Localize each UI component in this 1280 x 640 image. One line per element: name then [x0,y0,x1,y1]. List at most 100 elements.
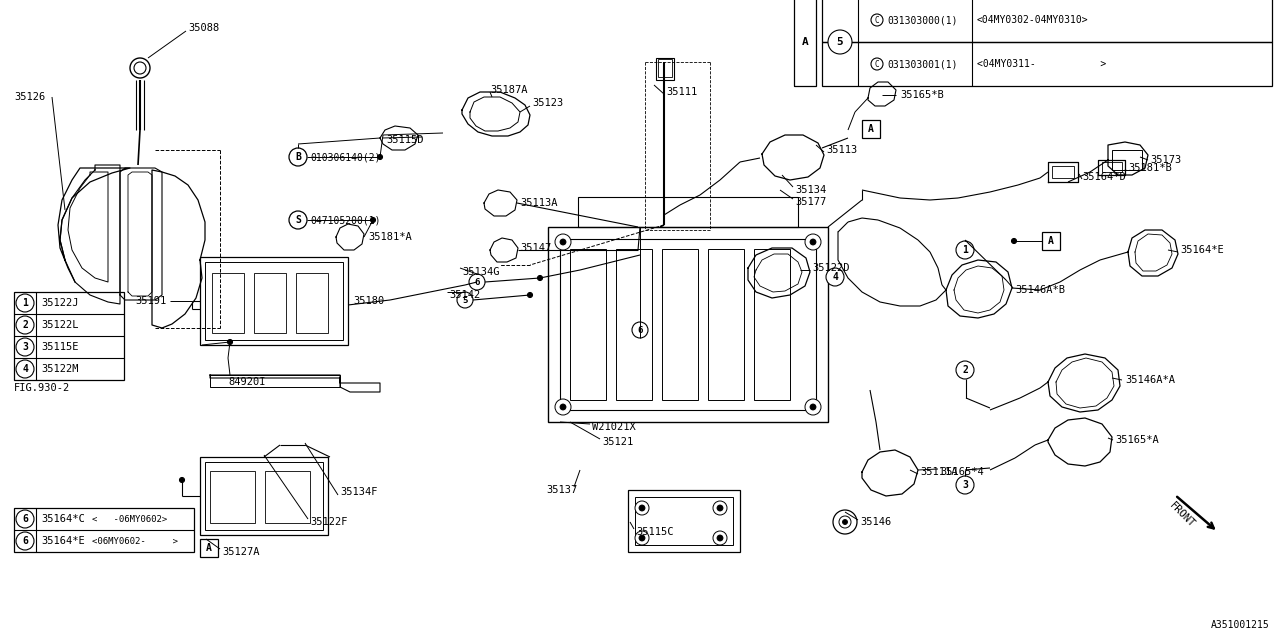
Bar [561,239,817,410]
Circle shape [17,294,35,312]
Circle shape [826,268,844,286]
Text: 35122L: 35122L [41,320,78,330]
Circle shape [561,404,566,410]
Text: 35146A*A: 35146A*A [1125,375,1175,385]
Text: W21021X: W21021X [593,422,636,432]
Bar [628,490,740,552]
Bar [658,59,672,77]
Text: 031303001(1): 031303001(1) [887,59,957,69]
Text: 35134: 35134 [795,185,827,195]
Bar [548,227,828,422]
Circle shape [370,218,375,223]
Circle shape [289,148,307,166]
Bar [1052,166,1074,178]
Bar [210,375,340,387]
Circle shape [134,62,146,74]
Text: 35122F: 35122F [310,517,347,527]
Bar [579,197,797,227]
Text: 35164*D: 35164*D [1082,172,1125,182]
Text: 35113A: 35113A [520,198,558,208]
Text: 047105200(1): 047105200(1) [310,215,380,225]
Circle shape [556,399,571,415]
Text: 35146: 35146 [860,517,891,527]
Bar [1112,150,1142,170]
Circle shape [131,58,150,78]
Bar [200,457,328,535]
Circle shape [842,520,847,525]
Bar [200,257,348,345]
Text: 35181*A: 35181*A [369,232,412,242]
Text: 1: 1 [963,245,968,255]
Circle shape [713,531,727,545]
Circle shape [635,501,649,515]
Text: A: A [1048,236,1053,246]
Circle shape [538,275,543,280]
Circle shape [378,154,383,159]
Text: 35146A*B: 35146A*B [1015,285,1065,295]
Text: 35111A: 35111A [920,467,957,477]
Text: C: C [874,60,879,68]
Text: S: S [296,215,301,225]
Bar [570,249,605,400]
Bar [822,0,1272,42]
Text: 5: 5 [462,296,467,305]
Bar [754,249,790,400]
Circle shape [17,532,35,550]
Text: 35165*A: 35165*A [1115,435,1158,445]
Circle shape [228,339,233,344]
Bar [1042,232,1060,250]
Bar [1102,162,1123,172]
Text: 84920I: 84920I [228,377,265,387]
Text: 4: 4 [832,272,838,282]
Text: <04MY0311-           >: <04MY0311- > [977,59,1106,69]
Text: A351001215: A351001215 [1211,620,1270,630]
Text: 031303000(1): 031303000(1) [887,15,957,25]
Bar [794,0,817,86]
Circle shape [17,338,35,356]
Circle shape [870,14,883,26]
Text: 3: 3 [963,480,968,490]
Bar [265,471,310,523]
Circle shape [17,316,35,334]
Text: C: C [874,15,879,24]
Text: FIG.930-2: FIG.930-2 [14,383,70,393]
Text: 35115C: 35115C [636,527,673,537]
Circle shape [527,292,532,298]
Bar [212,273,244,333]
Bar [708,249,744,400]
Bar [205,262,343,340]
Circle shape [956,476,974,494]
Circle shape [828,30,852,54]
Circle shape [805,399,820,415]
Text: 35187A: 35187A [490,85,527,95]
Text: 35164*E: 35164*E [1180,245,1224,255]
Circle shape [289,211,307,229]
Circle shape [179,477,184,483]
Text: 6: 6 [22,536,28,546]
Bar [14,508,195,552]
Text: 4: 4 [22,364,28,374]
Bar [861,120,881,138]
Bar [205,462,323,530]
Text: FRONT: FRONT [1167,500,1197,529]
Circle shape [17,360,35,378]
Text: 35122D: 35122D [812,263,850,273]
Circle shape [956,241,974,259]
Circle shape [717,535,723,541]
Text: 35115E: 35115E [41,342,78,352]
Text: A: A [206,543,212,553]
Text: 35142: 35142 [449,290,480,300]
Circle shape [561,239,566,245]
Text: 35177: 35177 [795,197,827,207]
Text: 35134F: 35134F [340,487,378,497]
Text: 1: 1 [22,298,28,308]
Text: 35164*E: 35164*E [41,536,84,546]
Text: B: B [296,152,301,162]
Text: 35113: 35113 [826,145,858,155]
Bar [657,58,675,80]
Circle shape [870,58,883,70]
Text: 35123: 35123 [532,98,563,108]
Circle shape [713,501,727,515]
Bar [210,471,255,523]
Circle shape [1011,239,1016,243]
